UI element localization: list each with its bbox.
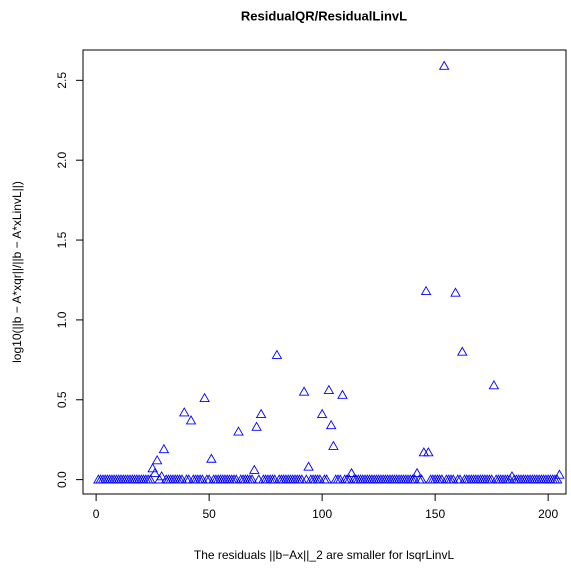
point <box>145 474 156 484</box>
point <box>346 467 357 478</box>
y-tick-label: 2.5 <box>55 72 69 89</box>
point <box>233 426 244 436</box>
point <box>303 461 314 471</box>
point <box>156 471 167 481</box>
x-tick-label: 0 <box>93 507 100 521</box>
point <box>206 453 217 463</box>
point <box>271 349 283 359</box>
point <box>199 392 210 402</box>
point <box>438 60 450 70</box>
point <box>323 384 335 395</box>
point <box>488 379 500 390</box>
point <box>551 474 563 484</box>
point <box>337 389 348 399</box>
point <box>321 474 332 484</box>
point <box>185 415 197 425</box>
point <box>151 455 163 465</box>
y-axis-label: log10(||b − A*xqr||/||b − A*xLinvL||) <box>10 181 24 363</box>
point <box>178 407 190 417</box>
x-tick-label: 150 <box>425 507 445 521</box>
x-tick-label: 100 <box>312 507 332 521</box>
point <box>423 447 434 457</box>
point <box>246 474 258 484</box>
point <box>554 469 565 479</box>
point <box>325 419 337 430</box>
y-tick-label: 1.5 <box>55 231 69 248</box>
plot-frame <box>82 49 567 495</box>
point <box>450 287 461 297</box>
x-tick-label: 50 <box>202 507 216 521</box>
point <box>149 467 161 478</box>
point <box>158 443 170 454</box>
y-tick-label: 0.0 <box>55 471 69 488</box>
point <box>298 386 310 396</box>
point <box>411 467 423 478</box>
point <box>316 408 328 418</box>
x-axis-label: The residuals ||b−Ax||_2 are smaller for… <box>194 548 455 562</box>
point <box>251 421 262 431</box>
point <box>416 474 427 484</box>
point <box>418 447 430 457</box>
y-tick-label: 2.0 <box>55 152 69 169</box>
x-tick-label: 200 <box>538 507 558 521</box>
y-tick-label: 1.0 <box>55 311 69 328</box>
chart-title: ResidualQR/ResidualLinvL <box>241 8 407 23</box>
point <box>420 285 432 295</box>
point <box>328 440 339 450</box>
y-tick-label: 0.5 <box>55 391 69 408</box>
point <box>456 346 468 356</box>
point <box>255 408 267 418</box>
point <box>249 464 260 474</box>
